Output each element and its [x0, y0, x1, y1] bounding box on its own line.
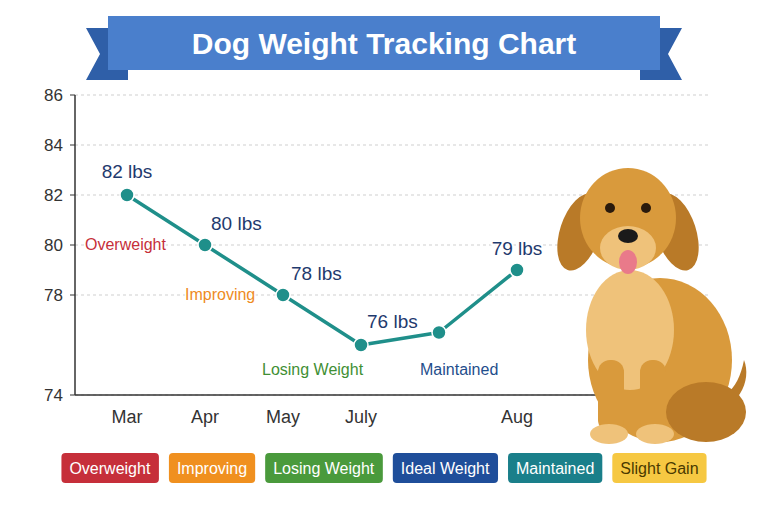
- legend-item: Improving: [169, 453, 255, 483]
- legend-label: Overweight: [69, 460, 150, 477]
- point-marker: [510, 263, 524, 277]
- x-tick-label: Apr: [191, 407, 219, 427]
- y-axis-line: [74, 95, 76, 395]
- data-group: [120, 188, 524, 352]
- legend-item: Maintained: [508, 453, 602, 483]
- title: Dog Weight Tracking Chart: [192, 27, 576, 60]
- x-tick-label: Mar: [112, 407, 143, 427]
- point-marker: [120, 188, 134, 202]
- x-tick-label: Aug: [501, 407, 533, 427]
- legend-pill: [393, 453, 498, 483]
- legend-item: Slight Gain: [612, 453, 706, 483]
- chart: Dog Weight Tracking Chart 74 78 80 82 84 86 Mar…: [0, 0, 768, 512]
- dog-leg: [598, 360, 624, 432]
- legend-item: Losing Weight: [265, 453, 383, 483]
- y-tick-label: 80: [44, 236, 63, 255]
- x-tick-label: May: [266, 407, 300, 427]
- legend-label: Improving: [177, 460, 247, 477]
- annotation: Overweight: [85, 236, 166, 253]
- y-axis: 74 78 80 82 84 86: [44, 86, 710, 405]
- dog-eye: [641, 203, 651, 213]
- dog-haunch: [666, 382, 746, 442]
- data-labels: 82 lbs 80 lbs 78 lbs 76 lbs 79 lbs: [102, 161, 543, 332]
- y-tick-label: 86: [44, 86, 63, 105]
- dog-eye: [605, 203, 615, 213]
- y-tick-label: 78: [44, 286, 63, 305]
- point-marker: [354, 338, 368, 352]
- status-legend: Overweight Improving Losing Weight Ideal We…: [61, 453, 706, 483]
- legend-item: Ideal Weight: [393, 453, 498, 483]
- data-label: 79 lbs: [492, 238, 543, 259]
- y-tick-label: 84: [44, 136, 63, 155]
- legend-label: Losing Weight: [273, 460, 375, 477]
- dog-paw: [590, 424, 628, 444]
- data-label: 82 lbs: [102, 161, 153, 182]
- legend-label: Ideal Weight: [401, 460, 490, 477]
- y-tick-label: 82: [44, 186, 63, 205]
- x-tick-label: July: [345, 407, 377, 427]
- dog-nose: [618, 229, 638, 243]
- annotation: Maintained: [420, 361, 498, 378]
- data-label: 80 lbs: [211, 213, 262, 234]
- grid-line: [75, 95, 710, 96]
- page: {"chart_data": {"type": "line", "title":…: [0, 0, 768, 512]
- legend-pill: [61, 453, 158, 483]
- dog-leg: [640, 360, 666, 432]
- y-tick-label: 74: [44, 386, 63, 405]
- data-label: 76 lbs: [367, 311, 418, 332]
- point-marker: [432, 326, 446, 340]
- x-axis: Mar Apr May July Aug: [112, 407, 534, 427]
- legend-pill: [265, 453, 383, 483]
- legend-pill: [612, 453, 706, 483]
- point-marker: [276, 288, 290, 302]
- annotation: Improving: [185, 286, 255, 303]
- data-label: 78 lbs: [291, 263, 342, 284]
- dog-illustration: [549, 168, 747, 444]
- grid-line: [75, 145, 710, 146]
- legend-pill: [508, 453, 602, 483]
- legend-item: Overweight: [61, 453, 158, 483]
- point-marker: [198, 238, 212, 252]
- dog-tongue: [619, 250, 637, 274]
- annotations: Overweight Improving Losing Weight Maintain…: [85, 236, 498, 378]
- ribbon-body: [108, 16, 660, 70]
- legend-label: Slight Gain: [620, 460, 698, 477]
- weight-line: [127, 195, 517, 345]
- annotation: Losing Weight: [262, 361, 364, 378]
- title-banner: Dog Weight Tracking Chart: [86, 16, 682, 80]
- dog-paw: [636, 424, 674, 444]
- legend-pill: [169, 453, 255, 483]
- legend-label: Maintained: [516, 460, 594, 477]
